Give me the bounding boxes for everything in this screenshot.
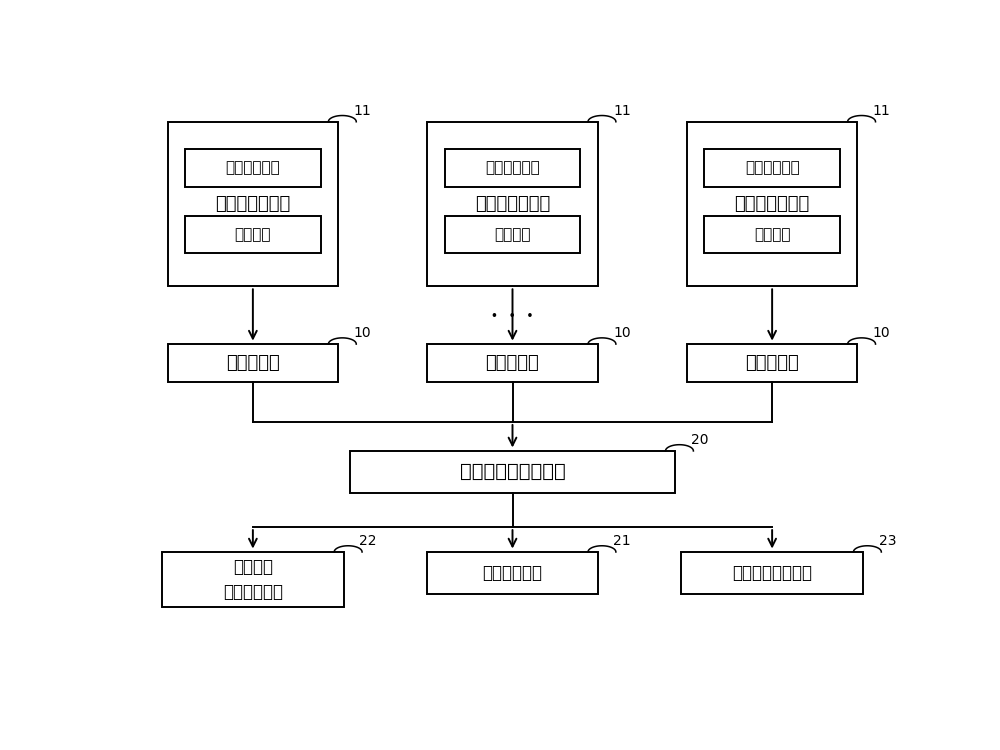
Text: 视频通话模块: 视频通话模块 — [482, 564, 542, 582]
Bar — [162, 552, 344, 607]
Text: 音视频控制装置: 音视频控制装置 — [215, 195, 290, 213]
Text: 23: 23 — [879, 534, 896, 548]
Bar — [427, 552, 598, 593]
Text: 音视频控制装置: 音视频控制装置 — [475, 195, 550, 213]
Text: 10: 10 — [353, 326, 371, 340]
Text: 音频收发装置: 音频收发装置 — [226, 160, 280, 176]
Text: 摄像装置: 摄像装置 — [754, 226, 790, 242]
Text: 22: 22 — [359, 534, 377, 548]
Bar — [681, 552, 863, 593]
Text: 音视频控制装置: 音视频控制装置 — [734, 195, 810, 213]
Bar — [687, 122, 857, 286]
Text: 20: 20 — [691, 433, 708, 447]
Text: 音频收发装置: 音频收发装置 — [745, 160, 800, 176]
Text: 通话人员
信息显示模块: 通话人员 信息显示模块 — [223, 558, 283, 601]
Text: 箱式变电站: 箱式变电站 — [745, 354, 799, 372]
Bar — [687, 344, 857, 382]
Text: 10: 10 — [613, 326, 631, 340]
Text: 11: 11 — [873, 104, 890, 118]
Text: 箱式变电站: 箱式变电站 — [226, 354, 280, 372]
Text: 箱式变电站: 箱式变电站 — [486, 354, 539, 372]
Bar — [704, 149, 840, 187]
Bar — [445, 149, 580, 187]
Bar — [350, 451, 675, 493]
Bar — [168, 344, 338, 382]
Text: 11: 11 — [353, 104, 371, 118]
Bar — [185, 149, 321, 187]
Text: . . .: . . . — [490, 296, 535, 323]
Bar — [445, 215, 580, 254]
Bar — [185, 215, 321, 254]
Text: 11: 11 — [613, 104, 631, 118]
Text: 变电站综合管控平台: 变电站综合管控平台 — [460, 462, 565, 482]
Text: 摄像装置: 摄像装置 — [494, 226, 531, 242]
Text: 规范检修监督模块: 规范检修监督模块 — [732, 564, 812, 582]
Bar — [427, 344, 598, 382]
Bar — [704, 215, 840, 254]
Text: 10: 10 — [873, 326, 890, 340]
Bar — [168, 122, 338, 286]
Bar — [427, 122, 598, 286]
Text: 音频收发装置: 音频收发装置 — [485, 160, 540, 176]
Text: 摄像装置: 摄像装置 — [235, 226, 271, 242]
Text: 21: 21 — [613, 534, 631, 548]
